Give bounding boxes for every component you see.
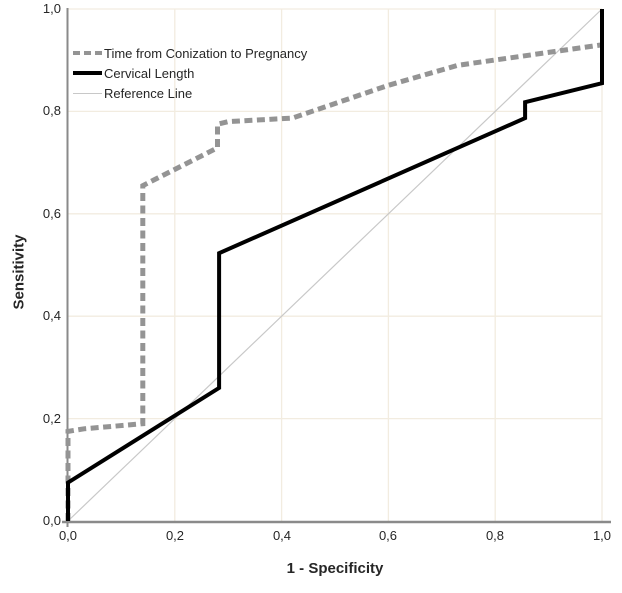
x-tick-label: 0,4 bbox=[272, 528, 292, 543]
x-tick-label: 0,2 bbox=[165, 528, 185, 543]
legend-label: Time from Conization to Pregnancy bbox=[104, 45, 308, 61]
legend: Time from Conization to Pregnancy Cervic… bbox=[73, 43, 307, 103]
roc-curve-time-from-conization bbox=[65, 42, 603, 521]
y-axis-title: Sensitivity bbox=[10, 234, 28, 310]
legend-item-reference-line: Reference Line bbox=[73, 83, 307, 103]
y-tick-label: 0,6 bbox=[42, 206, 61, 221]
legend-label: Reference Line bbox=[104, 85, 193, 101]
y-tick-label: 0,0 bbox=[42, 513, 61, 528]
legend-item-cervical-length: Cervical Length bbox=[73, 63, 307, 83]
legend-item-time-from-conization: Time from Conization to Pregnancy bbox=[73, 43, 307, 63]
reference-line bbox=[67, 8, 603, 522]
roc-curve-cervical-length bbox=[66, 9, 604, 521]
x-tick-label: 1,0 bbox=[592, 528, 612, 543]
solid-line-swatch-icon bbox=[73, 71, 102, 75]
y-tick-label: 0,4 bbox=[42, 308, 61, 323]
x-axis-title: 1 - Specificity bbox=[286, 560, 384, 577]
y-tick-label: 0,8 bbox=[42, 103, 61, 118]
x-tick-label: 0,8 bbox=[485, 528, 505, 543]
x-tick-label: 0,0 bbox=[58, 528, 78, 543]
y-tick-label: 0,2 bbox=[42, 411, 61, 426]
x-tick-label: 0,6 bbox=[378, 528, 398, 543]
thin-line-swatch-icon bbox=[73, 92, 102, 94]
legend-label: Cervical Length bbox=[104, 65, 195, 81]
y-tick-label: 1,0 bbox=[42, 1, 61, 16]
dashed-line-swatch-icon bbox=[73, 51, 102, 55]
